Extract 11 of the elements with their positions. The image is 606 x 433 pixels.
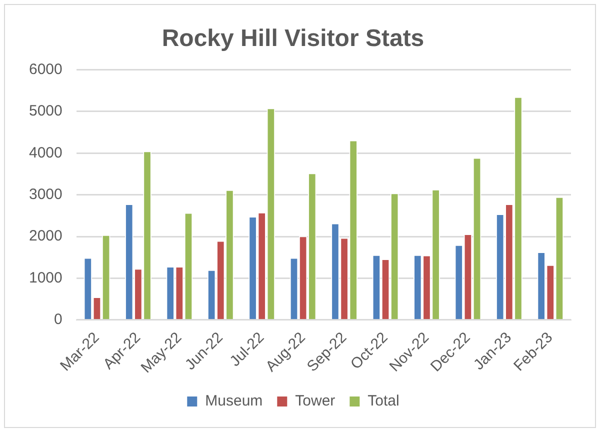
- y-tick-label: 2000: [28, 228, 62, 245]
- legend-label: Tower: [295, 392, 336, 410]
- y-tick-label: 5000: [28, 102, 62, 120]
- y-tick-label: 1000: [28, 269, 62, 286]
- legend-label: Total: [368, 392, 400, 410]
- y-tick-label: 3000: [28, 186, 62, 203]
- y-tick-label: 6000: [28, 60, 62, 78]
- legend-label: Museum: [205, 392, 263, 410]
- y-tick-label: 0: [54, 311, 62, 328]
- chart-title: Rocky Hill Visitor Stats: [162, 25, 424, 52]
- y-tick-label: 4000: [28, 144, 62, 162]
